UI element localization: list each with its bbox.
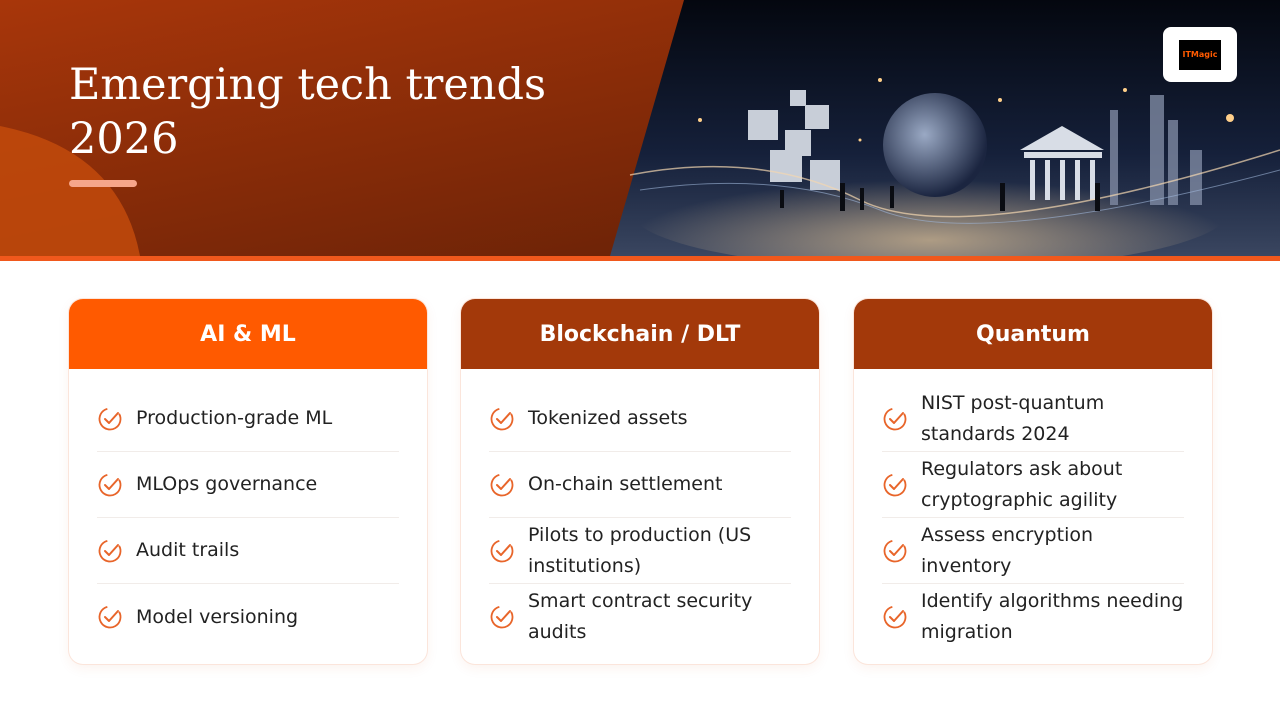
check-icon	[490, 473, 514, 496]
item-list: NIST post-quantum standards 2024 Regulato…	[854, 369, 1212, 650]
check-icon	[98, 473, 122, 496]
decor-shape	[0, 126, 140, 256]
card: Quantum NIST post-quantum standards 2024 R…	[854, 299, 1212, 664]
title: Emerging tech trends 2026	[69, 60, 547, 164]
item-text: Production-grade ML	[136, 407, 333, 429]
banner	[0, 0, 1280, 256]
item-text: On-chain settlement	[528, 473, 723, 495]
sparkles	[698, 78, 1234, 142]
item-list: Production-grade ML MLOps governance Audit…	[69, 369, 427, 650]
card: AI & ML Production-grade ML MLOps governan…	[69, 299, 427, 664]
divider-stripe	[0, 256, 1280, 261]
check-icon	[883, 605, 907, 629]
check-icon	[883, 407, 907, 430]
list-item: Production-grade ML	[97, 386, 399, 452]
temple	[1020, 126, 1104, 200]
wave	[639, 169, 1280, 224]
card-header: Quantum	[854, 299, 1212, 369]
globe	[883, 93, 987, 197]
wave	[629, 149, 1280, 218]
card: Blockchain / DLT Tokenized assets On-chain…	[461, 299, 819, 664]
check-icon	[490, 407, 514, 430]
list-item: Smart contract security audits	[489, 584, 791, 650]
list-item: NIST post-quantum standards 2024	[882, 386, 1184, 452]
item-text: Pilots to production (US institutions)	[528, 523, 752, 577]
list-item: Tokenized assets	[489, 386, 791, 452]
item-text: Audit trails	[136, 539, 240, 561]
logo-text: ITMagic	[1179, 39, 1221, 70]
list-item: Regulators ask about cryptographic agili…	[882, 452, 1184, 518]
item-text: Tokenized assets	[528, 407, 688, 429]
list-item: On-chain settlement	[489, 452, 791, 518]
cubes	[748, 90, 840, 190]
list-item: Identify algorithms needing migration	[882, 584, 1184, 650]
title-underline	[69, 180, 137, 187]
item-text: NIST post-quantum standards 2024	[921, 391, 1105, 445]
item-text: Regulators ask about cryptographic agili…	[921, 457, 1123, 511]
item-list: Tokenized assets On-chain settlement Pilot…	[461, 369, 819, 650]
check-icon	[98, 407, 122, 430]
list-item: Assess encryption inventory	[882, 518, 1184, 584]
item-text: Model versioning	[136, 605, 299, 628]
check-icon	[490, 605, 514, 629]
check-icon	[883, 539, 907, 562]
item-text: MLOps governance	[136, 473, 318, 495]
people	[780, 183, 1100, 211]
check-icon	[98, 539, 122, 562]
check-icon	[883, 473, 907, 496]
card-header: AI & ML	[69, 299, 427, 369]
list-item: MLOps governance	[97, 452, 399, 518]
list-item: Audit trails	[97, 518, 399, 584]
item-text: Assess encryption inventory	[921, 523, 1094, 577]
check-icon	[98, 605, 122, 629]
item-text: Smart contract security audits	[528, 590, 753, 643]
list-item: Model versioning	[97, 584, 399, 650]
card-header: Blockchain / DLT	[461, 299, 819, 369]
item-text: Identify algorithms needing migration	[921, 590, 1184, 643]
logo: ITMagic	[1163, 27, 1237, 82]
check-icon	[490, 539, 514, 562]
list-item: Pilots to production (US institutions)	[489, 518, 791, 584]
